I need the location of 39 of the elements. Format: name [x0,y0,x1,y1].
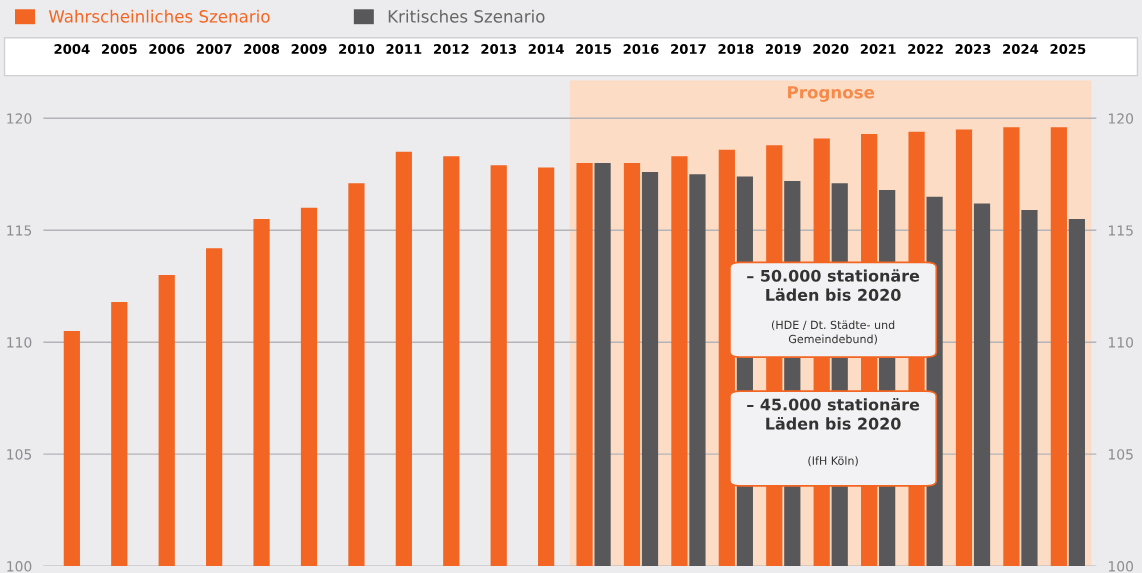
x-tick-label: 2018 [718,44,754,55]
legend-label: Wahrscheinliches Szenario [48,9,270,23]
x-tick-label: 2011 [386,44,422,55]
x-tick-label: 2024 [1003,44,1039,55]
y-tick-label: 110 [7,337,32,348]
x-tick-label: 2021 [860,44,896,55]
x-tick-label: 2014 [528,44,564,55]
x-tick-label: 2017 [671,44,706,55]
x-tick-label: 2008 [244,44,280,55]
x-tick-label: 2020 [813,44,849,55]
y2-tick-label: 100 [1108,561,1134,572]
y2-tick-label: 105 [1108,449,1133,460]
y-tick-label: 115 [7,225,32,236]
x-tick-label: 2025 [1050,44,1086,55]
x-tick-label: 2016 [623,44,659,55]
y-tick-label: 100 [7,561,32,572]
x-tick-label: 2022 [908,44,943,55]
x-tick-label: 2015 [576,44,612,55]
band-label: Prognose [788,86,875,102]
y-tick-label: 120 [7,113,32,124]
y2-tick-label: 115 [1108,225,1133,236]
x-tick-label: 2009 [291,44,327,55]
x-tick-label: 2004 [54,44,90,55]
x-tick-label: 2010 [339,44,375,55]
x-tick-label: 2007 [196,44,232,55]
x-tick-label: 2013 [481,44,517,55]
y2-tick-label: 110 [1108,337,1134,348]
x-tick-label: 2019 [765,44,801,55]
x-tick-label: 2006 [149,44,185,55]
annotation: (IfH Köln) [808,456,858,467]
y-tick-label: 105 [7,449,32,460]
legend-label: Kritisches Szenario [388,9,545,23]
y2-tick-label: 120 [1108,113,1134,124]
x-tick-label: 2005 [101,44,137,55]
annotation: – 50.000 stationäre Läden bis 2020 [747,269,920,301]
annotation: – 45.000 stationäre Läden bis 2020 [747,397,920,430]
annotation: (HDE / Dt. Städte- und Gemeindebund) [771,320,895,345]
x-tick-label: 2012 [433,44,469,55]
x-tick-label: 2023 [955,44,991,55]
